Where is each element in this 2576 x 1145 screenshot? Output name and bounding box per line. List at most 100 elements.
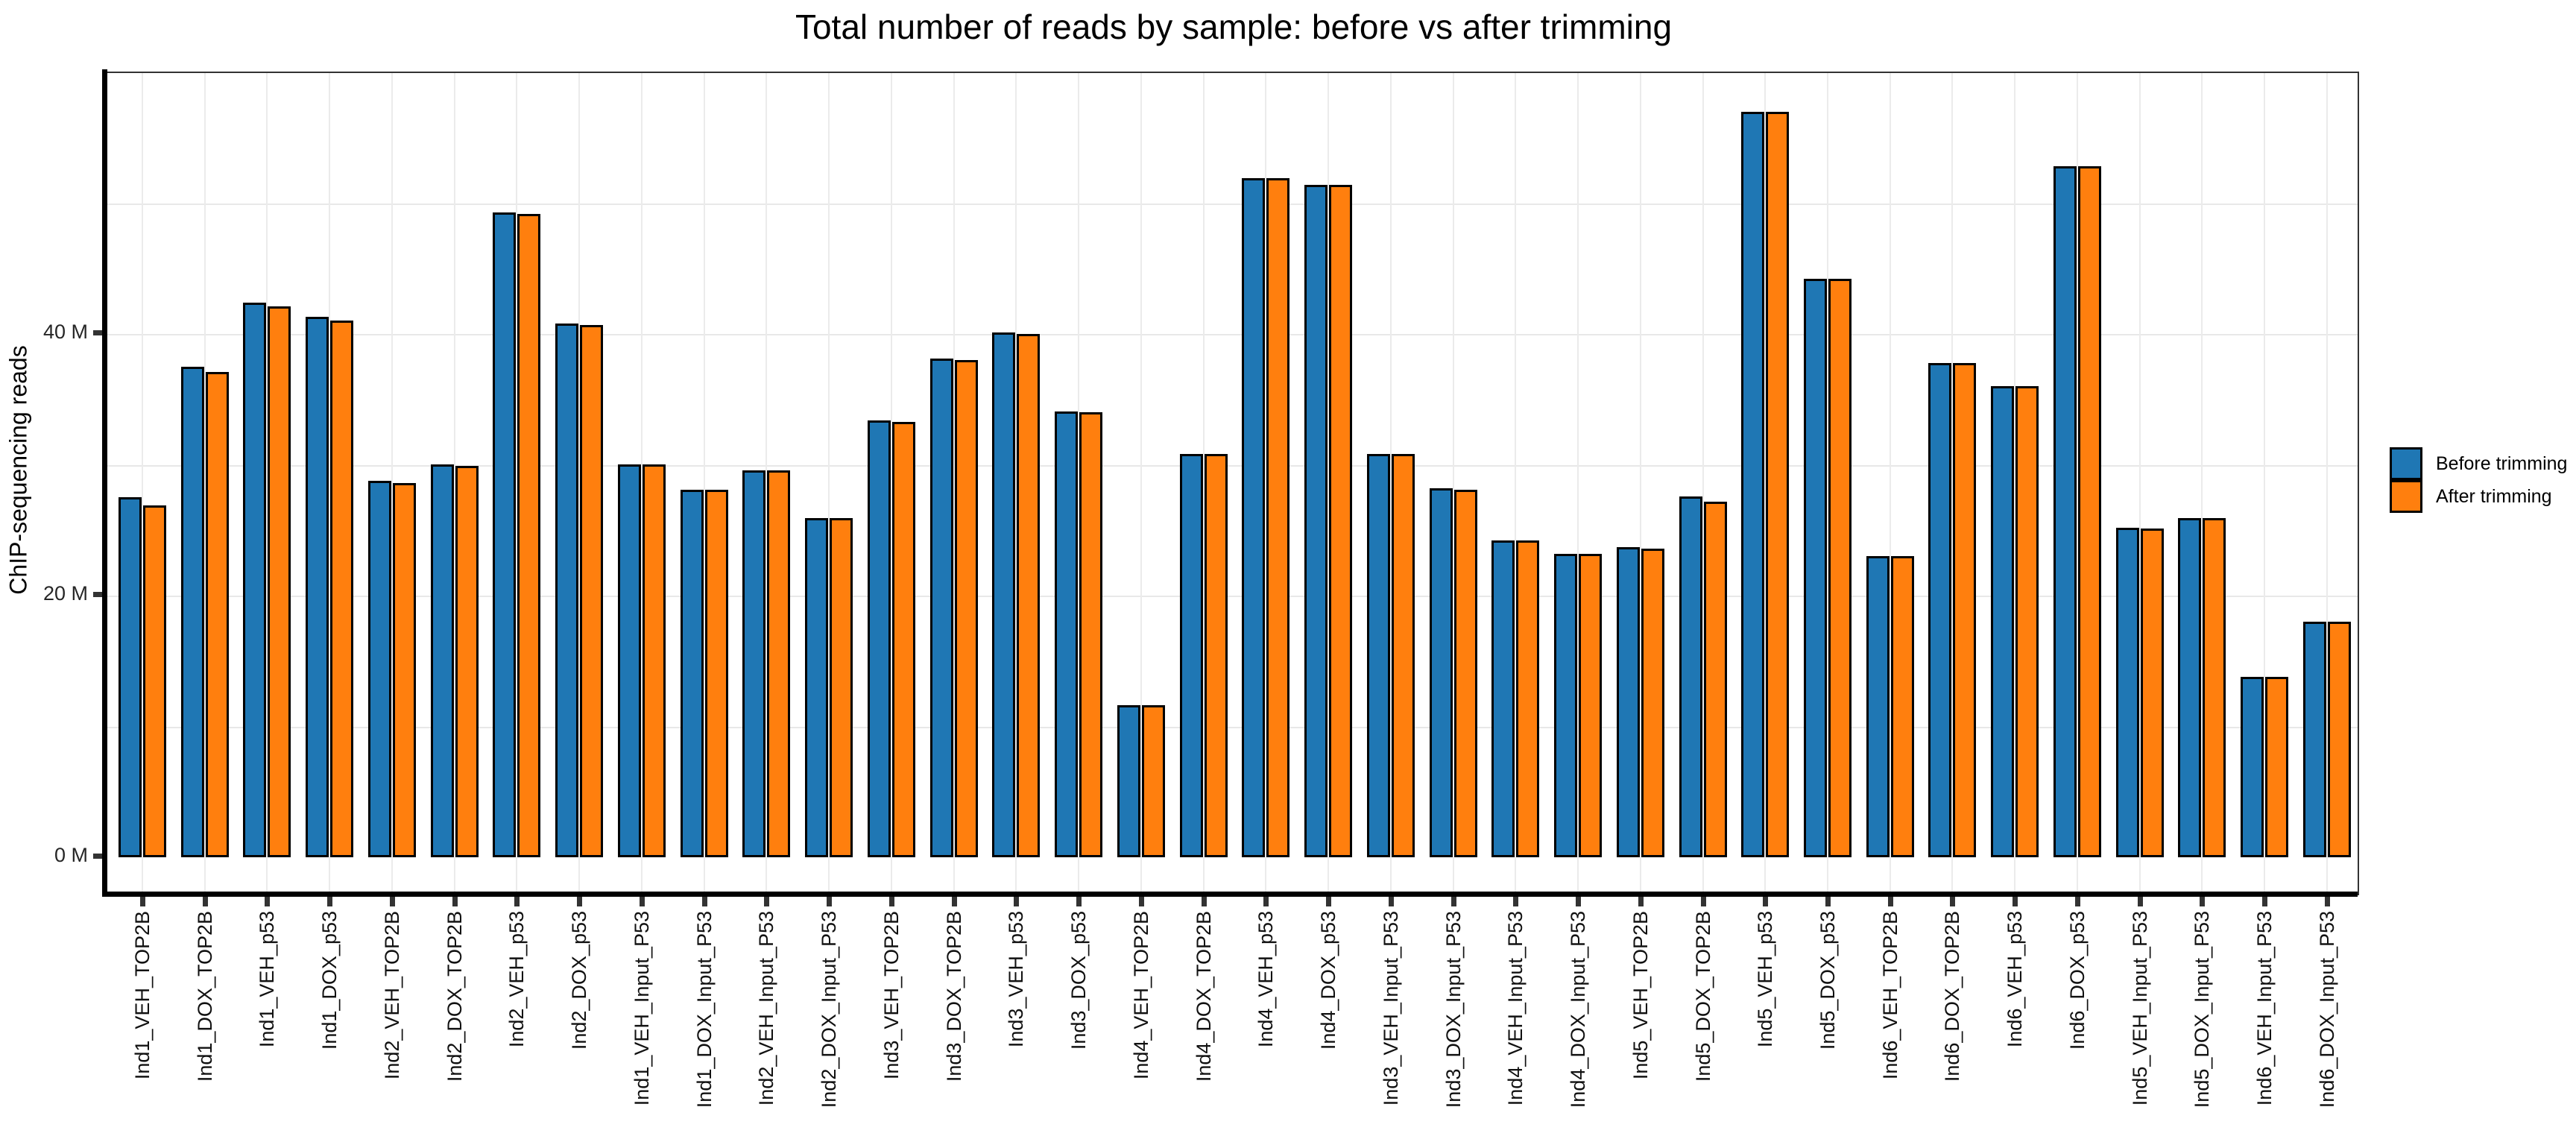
legend: Before trimming After trimming [2390,447,2567,513]
x-tick-label: Ind1_DOX_TOP2B [193,911,216,1082]
gridline-vertical [1764,73,1767,895]
x-axis-tick [2012,897,2018,906]
gridline-vertical [1202,73,1205,895]
gridline-vertical [1015,73,1017,895]
x-tick-label: Ind3_VEH_TOP2B [880,911,903,1080]
x-axis-tick [452,897,458,906]
x-axis-tick [2200,897,2206,906]
x-axis-tick [1700,897,1706,906]
gridline-horizontal [104,334,2358,335]
x-tick-label: Ind1_DOX_Input_P53 [692,911,716,1108]
x-axis-tick [1825,897,1831,906]
bar-after-trimming [2077,166,2101,857]
y-axis-tick [93,330,102,335]
gridline-vertical [1951,73,1954,895]
bar-after-trimming [1953,363,1977,857]
bar-after-trimming [1391,454,1415,857]
x-tick-label: Ind5_VEH_TOP2B [1629,911,1652,1080]
gridline-vertical [391,73,393,895]
bar-after-trimming [330,321,354,857]
legend-item-before: Before trimming [2390,447,2567,480]
x-tick-label: Ind2_DOX_TOP2B [443,911,466,1082]
bar-after-trimming [392,483,416,857]
gridline-vertical [329,73,331,895]
bar-after-trimming [1453,490,1477,857]
x-tick-label: Ind5_VEH_p53 [1754,911,1777,1048]
gridline-vertical [2201,73,2203,895]
bar-after-trimming [143,505,166,857]
x-axis-tick [1201,897,1207,906]
chart-title: Total number of reads by sample: before … [795,7,1673,46]
gridline-vertical [2014,73,2016,895]
bar-before-trimming [1928,363,1952,857]
x-axis-tick [1576,897,1582,906]
gridline-horizontal [104,596,2358,597]
gridline-vertical [953,73,955,895]
bar-after-trimming [1017,334,1041,857]
bar-before-trimming [2241,677,2264,857]
x-axis-tick [389,897,395,906]
bar-before-trimming [1803,279,1827,857]
legend-swatch-after [2390,480,2422,513]
x-axis-tick [1326,897,1332,906]
x-axis-tick [951,897,957,906]
bar-before-trimming [430,464,454,857]
x-axis-tick [577,897,583,906]
bar-before-trimming [742,470,766,857]
x-tick-label: Ind4_VEH_p53 [1254,911,1278,1048]
bar-before-trimming [1679,496,1702,857]
bar-before-trimming [929,359,953,857]
x-tick-label: Ind6_DOX_TOP2B [1941,911,1964,1082]
x-tick-label: Ind3_DOX_Input_P53 [1442,911,1465,1108]
x-tick-label: Ind3_VEH_Input_P53 [1379,911,1402,1106]
bar-before-trimming [119,497,142,857]
bar-after-trimming [1516,540,1540,857]
bar-before-trimming [2115,528,2139,857]
gridline-vertical [1702,73,1704,895]
gridline-vertical [1140,73,1142,895]
x-axis-tick [701,897,707,906]
x-tick-label: Ind3_DOX_p53 [1067,911,1090,1050]
x-tick-label: Ind1_DOX_p53 [318,911,341,1050]
gridline-vertical [640,73,643,895]
bar-before-trimming [992,332,1016,857]
bar-before-trimming [1554,554,1578,857]
gridline-vertical [203,73,206,895]
x-tick-label: Ind6_DOX_Input_P53 [2315,911,2338,1108]
x-tick-label: Ind4_DOX_p53 [1317,911,1340,1050]
x-tick-label: Ind2_VEH_Input_P53 [755,911,778,1106]
gridline-vertical [1328,73,1330,895]
bar-after-trimming [455,466,479,857]
gridline-vertical [1515,73,1517,895]
x-axis-tick [140,897,145,906]
bar-after-trimming [954,360,978,857]
gridline-vertical [1639,73,1641,895]
x-tick-label: Ind3_DOX_TOP2B [942,911,965,1082]
y-tick-label: 0 M [54,844,88,866]
gridline-vertical [765,73,768,895]
bar-after-trimming [1079,412,1103,857]
x-axis-tick [2262,897,2268,906]
gridline-vertical [2326,73,2328,895]
bar-after-trimming [767,470,791,857]
x-tick-label: Ind1_VEH_Input_P53 [630,911,653,1106]
x-tick-label: Ind5_DOX_p53 [1816,911,1839,1050]
x-axis-tick [888,897,894,906]
gridline-vertical [1452,73,1454,895]
x-axis-tick [1263,897,1269,906]
bar-before-trimming [180,367,204,857]
bar-after-trimming [1890,556,1914,857]
x-tick-label: Ind5_VEH_Input_P53 [2128,911,2151,1106]
bar-before-trimming [243,303,267,857]
bar-after-trimming [1641,549,1664,857]
bar-before-trimming [1429,488,1453,857]
x-axis-tick [2137,897,2143,906]
gridline-vertical [1389,73,1392,895]
bar-after-trimming [2015,386,2039,857]
bar-after-trimming [517,214,541,857]
bar-after-trimming [1766,112,1790,857]
x-tick-label: Ind6_VEH_Input_P53 [2253,911,2276,1106]
y-axis-line [102,69,107,897]
gridline-vertical [1078,73,1080,895]
